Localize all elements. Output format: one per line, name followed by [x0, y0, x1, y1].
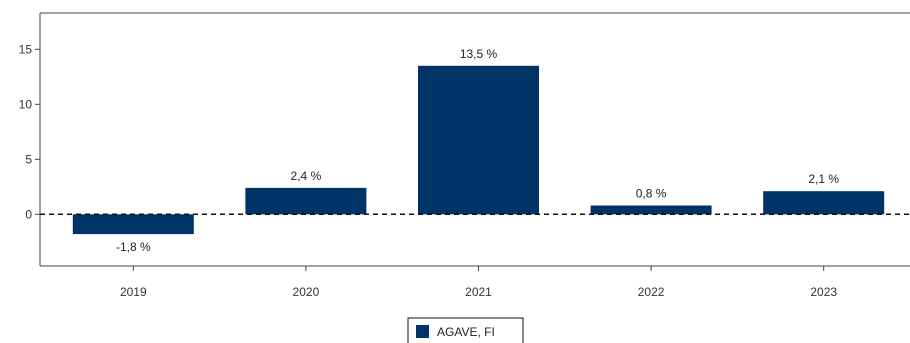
x-tick-label: 2023	[810, 285, 837, 299]
bar-value-label: 0,8 %	[636, 187, 667, 201]
legend-label: AGAVE, FI	[437, 325, 495, 339]
y-tick-label: 0	[25, 207, 32, 221]
x-tick-label: 2020	[293, 285, 320, 299]
bars	[72, 65, 885, 235]
bar-value-label: 13,5 %	[460, 47, 498, 61]
legend-swatch	[416, 325, 429, 338]
y-axis-ticks: 0 5 10 15	[19, 42, 40, 221]
data-labels: -1,8 % 2,4 % 13,5 % 0,8 % 2,1 %	[116, 47, 839, 254]
y-tick-label: 10	[19, 97, 33, 111]
bar-value-label: 2,1 %	[808, 172, 839, 186]
x-tick-label: 2021	[465, 285, 492, 299]
plot-frame	[39, 12, 910, 267]
bar	[72, 214, 194, 235]
y-tick-label: 15	[19, 42, 33, 56]
bar	[245, 187, 367, 215]
bar-value-label: 2,4 %	[291, 169, 322, 183]
bar	[590, 205, 712, 215]
bar-value-label: -1,8 %	[116, 240, 151, 254]
bar	[418, 65, 539, 215]
bar	[763, 191, 885, 215]
legend: AGAVE, FI	[407, 317, 524, 343]
y-tick-label: 5	[25, 152, 32, 166]
x-tick-label: 2022	[638, 285, 665, 299]
x-axis-ticks: 2019 2020 2021 2022 2023	[120, 266, 837, 299]
x-tick-label: 2019	[120, 285, 147, 299]
